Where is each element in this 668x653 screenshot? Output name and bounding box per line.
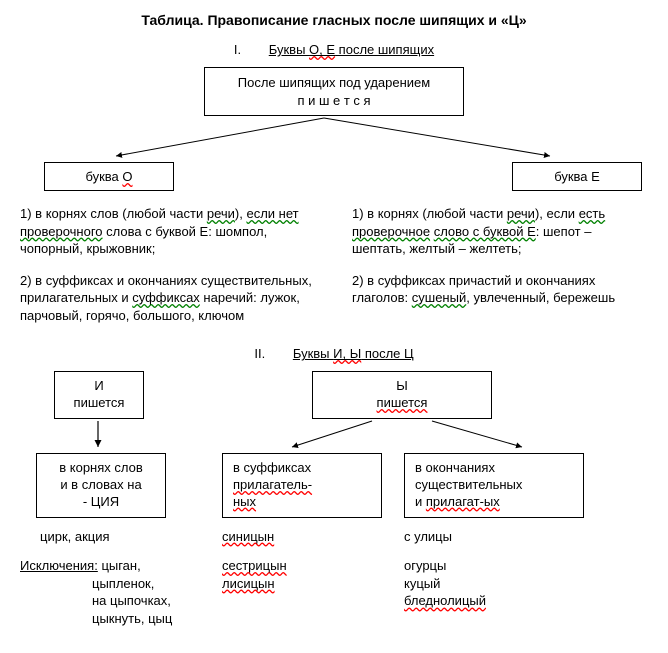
y-sub1: в суффиксах прилагатель- ных синицын сес… — [222, 453, 382, 610]
o-rule-1: 1) в корнях слов (любой части речи), есл… — [20, 205, 316, 258]
section-2-header: II. Буквы И, Ы после Ц — [20, 346, 648, 361]
y-arrows — [222, 419, 602, 453]
e-rule-2: 2) в суффиксах причастий и окончаниях гл… — [352, 272, 648, 307]
e-rule-1: 1) в корнях (любой части речи), если ест… — [352, 205, 648, 258]
col-i: И пишется в корнях слов и в словах на - … — [20, 371, 200, 627]
section-1-label: Буквы О, Е после шипящих — [269, 42, 434, 57]
y-sub2-box: в окончаниях существительных и прилагат-… — [404, 453, 584, 518]
letter-boxes-row: буква О буква Е — [20, 162, 648, 191]
section-2-label: Буквы И, Ы после Ц — [293, 346, 414, 361]
y-sub1-ex2: сестрицын лисицын — [222, 557, 382, 592]
y-head-box: Ы пишется — [312, 371, 492, 419]
section-2-roman: II. — [254, 346, 265, 361]
page-title: Таблица. Правописание гласных после шипя… — [20, 12, 648, 28]
i-examples: цирк, акция — [40, 528, 200, 546]
rules-col-e: 1) в корнях (любой части речи), если ест… — [352, 205, 648, 338]
i-exceptions: Исключения: цыган, цыпленок, на цыпочках… — [20, 557, 200, 627]
section-1-roman: I. — [234, 42, 241, 57]
top-rule-line2: п и ш е т с я — [217, 92, 451, 110]
y-sub2: в окончаниях существительных и прилагат-… — [404, 453, 584, 610]
section-2-grid: И пишется в корнях слов и в словах на - … — [20, 371, 648, 627]
top-rule-box: После шипящих под ударением п и ш е т с … — [204, 67, 464, 116]
top-rule-line1: После шипящих под ударением — [217, 74, 451, 92]
i-body-box: в корнях слов и в словах на - ЦИЯ — [36, 453, 166, 518]
o-rule-2: 2) в суффиксах и окончаниях существитель… — [20, 272, 316, 325]
y-sub2-ex1: с улицы — [404, 528, 584, 546]
col-y: Ы пишется в суффиксах прилагатель- ных с… — [222, 371, 648, 627]
section-1-rules: 1) в корнях слов (любой части речи), есл… — [20, 205, 648, 338]
letter-e-box: буква Е — [512, 162, 642, 191]
section-1-arrows — [20, 116, 640, 162]
y-sub1-ex1: синицын — [222, 528, 382, 546]
y-sub2-ex2: огурцы куцый бледнолицый — [404, 557, 584, 610]
section-1-header: I. Буквы О, Е после шипящих — [20, 42, 648, 57]
rules-col-o: 1) в корнях слов (любой части речи), есл… — [20, 205, 316, 338]
i-arrow — [20, 419, 180, 453]
i-head-box: И пишется — [54, 371, 144, 419]
y-sub1-box: в суффиксах прилагатель- ных — [222, 453, 382, 518]
letter-o-box: буква О — [44, 162, 174, 191]
